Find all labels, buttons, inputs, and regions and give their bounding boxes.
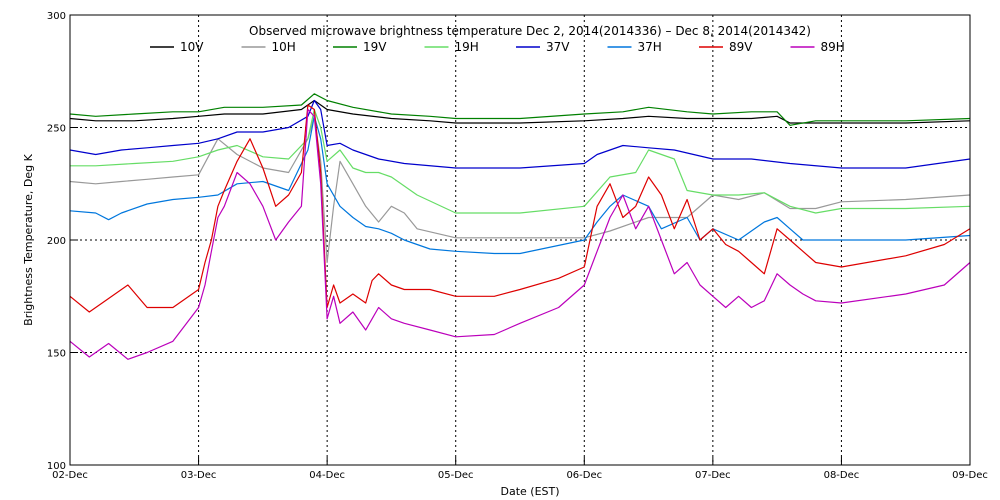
legend-label-19H: 19H [455,40,479,54]
legend-label-10H: 10H [272,40,296,54]
x-tick-label: 09-Dec [952,470,988,481]
x-tick-label: 08-Dec [824,470,860,481]
series-line-89H [69,108,971,360]
series-line-19V [69,93,971,126]
legend-label-37H: 37H [638,40,662,54]
x-axis-label: Date (EST) [500,485,559,498]
axis-ticks: 02-Dec 03-Dec 04-Dec 05-Dec 06-Dec 07-Dec 08-D… [47,11,988,481]
series-line-19H [70,108,971,214]
x-tick-label: 03-Dec [181,470,217,481]
series-line-10V [69,99,971,124]
series-lines [69,93,971,360]
y-axis-label: Brightness Temperature, Deg K [22,153,35,325]
legend-label-19V: 19V [363,40,387,54]
chart-title: Observed microwave brightness temperatur… [249,24,811,38]
x-tick-label: 06-Dec [566,470,602,481]
legend-label-10V: 10V [180,40,204,54]
y-tick-label: 100 [47,461,66,472]
x-tick-label: 04-Dec [309,470,345,481]
series-line-89V [69,104,971,313]
y-tick-label: 150 [47,349,66,360]
y-tick-label: 250 [47,124,66,135]
x-tick-label: 05-Dec [438,470,474,481]
legend: 10V 10H 19V 19H 37V 37H 89V 89H [150,40,845,54]
legend-label-37V: 37V [546,40,570,54]
y-tick-label: 300 [47,11,66,22]
series-line-10H [69,115,971,264]
x-tick-label: 02-Dec [52,470,88,481]
x-tick-label: 07-Dec [695,470,731,481]
legend-label-89H: 89H [821,40,845,54]
y-tick-label: 200 [47,236,66,247]
series-line-37H [69,115,971,255]
series-line-37V [69,99,971,169]
legend-label-89V: 89V [729,40,753,54]
